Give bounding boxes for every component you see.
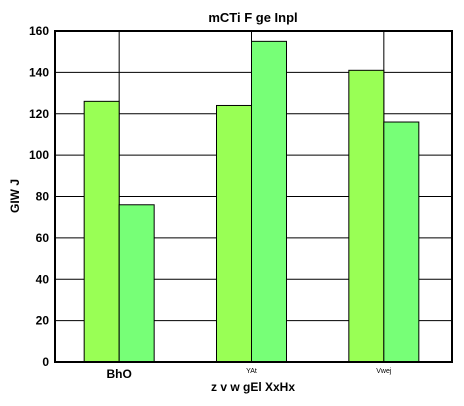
y-tick-label: 160 (29, 24, 49, 38)
y-tick-label: 60 (36, 231, 50, 245)
y-tick-labels: 0 20 40 60 80 100 120 140 160 (29, 24, 49, 369)
y-tick-label: 40 (36, 272, 50, 286)
bar (348, 69, 385, 363)
bar (251, 40, 287, 363)
bar (118, 204, 155, 363)
plot-frame (54, 30, 453, 363)
x-tick-label: YAt (246, 368, 257, 375)
x-axis-label: z v w gEl XxHx (211, 380, 295, 394)
y-tick-label: 80 (36, 190, 50, 204)
bar (383, 121, 420, 363)
y-tick-label: 0 (42, 355, 49, 369)
bar (216, 104, 252, 363)
y-tick-label: 120 (29, 107, 49, 121)
chart-title: mCTi F ge Inpl (208, 10, 297, 25)
y-tick-label: 20 (36, 314, 50, 328)
y-tick-label: 140 (29, 65, 49, 79)
x-tick-label: BhO (106, 367, 131, 381)
y-axis-label: GIW J (8, 179, 22, 213)
x-tick-labels: BhO YAt Vwej (106, 367, 391, 381)
x-tick-label: Vwej (376, 368, 392, 375)
y-tick-label: 100 (29, 148, 49, 162)
bar (83, 100, 120, 363)
bars (83, 40, 420, 363)
